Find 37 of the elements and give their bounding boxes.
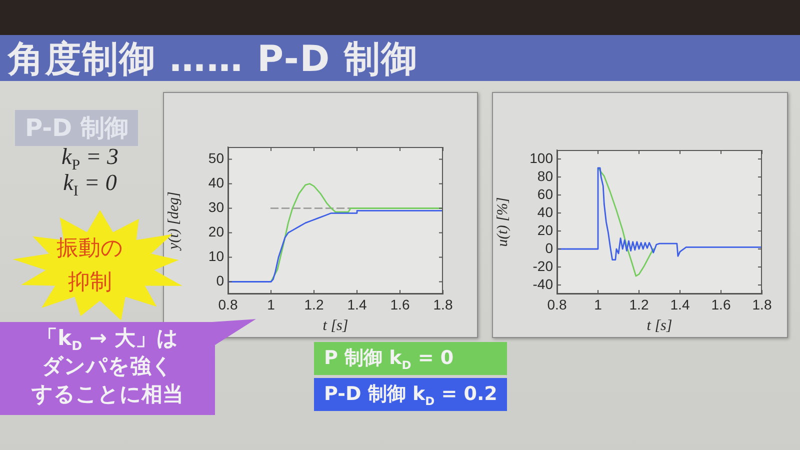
y-axis-title: y(t) [deg]: [166, 191, 182, 252]
y-tick-label: 40: [208, 174, 224, 191]
x-tick-label: 1.8: [752, 296, 772, 312]
text: することに相当: [30, 381, 184, 408]
y-tick-label: 60: [537, 186, 554, 202]
text: ダンパを強く: [41, 353, 174, 380]
y-tick-label: 20: [208, 224, 224, 240]
x-tick-label: 1.8: [433, 296, 453, 312]
x-tick-label: 1.2: [629, 296, 649, 312]
x-axis-title: t [s]: [646, 318, 672, 334]
x-tick-label: 1.6: [711, 296, 731, 312]
x-tick-label: 0.8: [218, 296, 238, 312]
text: P-D 制御 k$_{D}$ = 0.2: [314, 378, 508, 411]
y-tick-label: 30: [208, 199, 224, 216]
y-tick-label: 0: [216, 272, 224, 289]
x-tick-label: 1: [267, 296, 276, 312]
y-tick-label: 0: [545, 240, 554, 256]
text: P 制御 k$_{D}$ = 0: [314, 342, 508, 375]
x-tick-label: 1.2: [304, 296, 324, 312]
y-tick-label: -40: [532, 276, 554, 292]
x-tick-label: 1.6: [390, 296, 410, 312]
x-axis-title: t [s]: [322, 318, 348, 334]
y-tick-label: 20: [537, 222, 554, 238]
text: 振動の抑制: [56, 235, 124, 298]
y-tick-label: 40: [537, 204, 554, 220]
x-tick-label: 0.8: [547, 296, 567, 312]
y-tick-label: 50: [208, 150, 224, 166]
x-tick-label: 1: [594, 296, 602, 312]
x-tick-label: 1.4: [347, 296, 367, 312]
text: 角度制御 …… P-D 制御: [8, 38, 418, 82]
y-tick-label: 10: [208, 248, 224, 264]
text: 「k$_{D}$ → 大」は: [36, 326, 178, 354]
y-tick-label: 80: [537, 168, 554, 184]
y-axis-title: u(t) [%]: [494, 197, 511, 247]
x-tick-label: 1.4: [670, 296, 690, 312]
y-tick-label: 100: [530, 150, 554, 166]
y-tick-label: -20: [532, 258, 554, 274]
